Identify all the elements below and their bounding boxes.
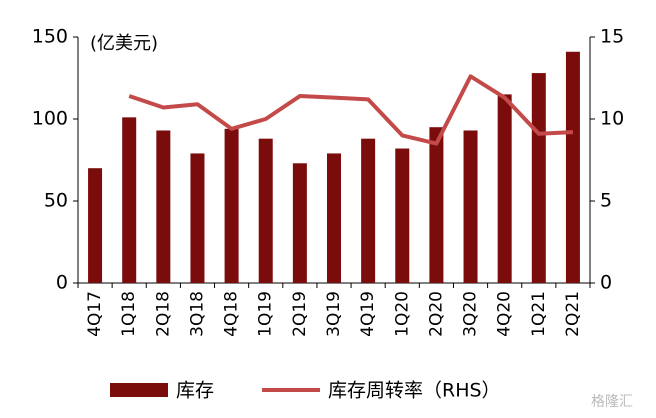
legend-label: 库存周转率（RHS） (328, 380, 501, 402)
x-tick-label: 1Q18 (119, 291, 139, 337)
bar (122, 117, 137, 283)
legend-swatch (110, 383, 168, 397)
line (128, 74, 574, 146)
x-tick-label: 1Q20 (392, 291, 412, 337)
bar (395, 148, 410, 283)
x-tick-label: 1Q19 (256, 291, 276, 337)
bar (258, 138, 273, 283)
x-tick-label: 1Q21 (529, 291, 549, 337)
x-tick-label: 3Q19 (324, 291, 344, 337)
bar (565, 51, 580, 284)
bar (327, 153, 341, 283)
y2-tick-label: 0 (600, 272, 612, 294)
x-tick-label: 3Q20 (461, 291, 481, 337)
y-tick-label: 150 (32, 26, 68, 48)
bar (224, 128, 239, 283)
x-tick-label: 3Q18 (187, 291, 207, 337)
bar (531, 73, 546, 283)
x-tick-label: 2Q20 (426, 291, 446, 337)
bar (429, 127, 444, 283)
bar (497, 94, 512, 284)
bar (292, 163, 307, 283)
x-tick-label: 2Q18 (153, 291, 173, 337)
bar (190, 153, 205, 283)
bar (361, 138, 376, 283)
y2-tick-label: 15 (600, 26, 624, 48)
x-tick-label: 4Q19 (358, 291, 378, 337)
y-tick-label: 50 (44, 190, 68, 212)
x-tick-label: 4Q18 (222, 291, 242, 337)
x-tick-label: 4Q17 (85, 291, 105, 337)
y-tick-label: 100 (32, 108, 68, 130)
y2-tick-label: 10 (600, 108, 624, 130)
bar (463, 130, 478, 283)
x-tick-label: 2Q21 (563, 291, 583, 337)
y2-tick-label: 5 (600, 190, 612, 212)
bar (88, 168, 103, 283)
x-tick-label: 4Q20 (495, 291, 515, 337)
y-tick-label: 0 (56, 272, 68, 294)
legend-label: 库存 (176, 380, 214, 402)
watermark: 格隆汇 (591, 394, 633, 410)
x-tick-label: 2Q19 (290, 291, 310, 337)
bar (156, 130, 171, 283)
unit-label: (亿美元) (90, 33, 158, 54)
